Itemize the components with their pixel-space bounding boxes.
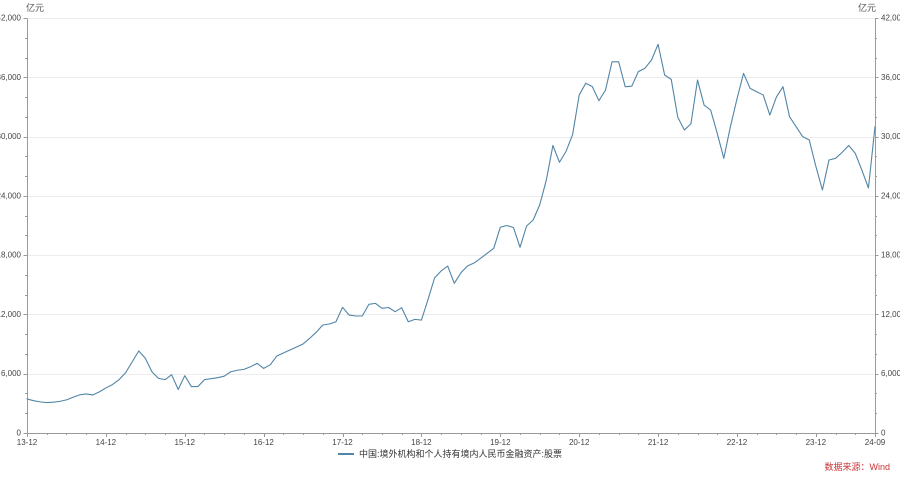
svg-text:30,000: 30,000 — [0, 132, 22, 141]
svg-text:19-12: 19-12 — [490, 438, 511, 447]
x-axis-ticks: 13-12 14-12 15-12 16-12 17-12 18-12 19-12 20-12… — [17, 433, 886, 447]
y-axis-unit-right: 亿元 — [857, 3, 876, 13]
svg-text:30,000: 30,000 — [881, 132, 900, 141]
svg-text:36,000: 36,000 — [881, 73, 900, 82]
chart-legend[interactable]: 中国:境外机构和个人持有境内人民币金融资产:股票 — [0, 447, 900, 460]
svg-text:18,000: 18,000 — [0, 251, 22, 260]
svg-text:42,000: 42,000 — [0, 14, 22, 23]
svg-text:23-12: 23-12 — [806, 438, 827, 447]
y-axis-unit-left: 亿元 — [26, 3, 45, 13]
svg-text:0: 0 — [881, 429, 886, 438]
svg-text:24-09: 24-09 — [865, 438, 886, 447]
svg-text:21-12: 21-12 — [648, 438, 669, 447]
svg-text:12,000: 12,000 — [881, 310, 900, 319]
svg-text:18,000: 18,000 — [881, 251, 900, 260]
svg-text:24,000: 24,000 — [881, 191, 900, 200]
y-axis-ticks: 0 0 6,000 6,000 12,000 12,000 18,000 18,000 24,0… — [0, 14, 900, 438]
svg-text:24,000: 24,000 — [0, 191, 22, 200]
svg-text:36,000: 36,000 — [0, 73, 22, 82]
legend-series-label: 中国:境外机构和个人持有境内人民币金融资产:股票 — [358, 449, 562, 459]
svg-text:22-12: 22-12 — [727, 438, 748, 447]
svg-text:0: 0 — [17, 429, 22, 438]
svg-text:6,000: 6,000 — [1, 369, 22, 378]
svg-text:42,000: 42,000 — [881, 14, 900, 23]
svg-text:14-12: 14-12 — [96, 438, 117, 447]
axes — [27, 18, 876, 434]
series-line — [26, 43, 876, 404]
data-source-note: 数据来源：Wind — [824, 462, 890, 472]
gridlines — [27, 18, 875, 375]
svg-text:20-12: 20-12 — [569, 438, 590, 447]
svg-text:12,000: 12,000 — [0, 310, 22, 319]
svg-text:15-12: 15-12 — [175, 438, 196, 447]
svg-text:13-12: 13-12 — [17, 438, 38, 447]
svg-text:17-12: 17-12 — [332, 438, 353, 447]
svg-text:18-12: 18-12 — [411, 438, 432, 447]
svg-text:6,000: 6,000 — [881, 369, 900, 378]
svg-text:16-12: 16-12 — [253, 438, 274, 447]
legend-line-marker — [337, 452, 354, 455]
